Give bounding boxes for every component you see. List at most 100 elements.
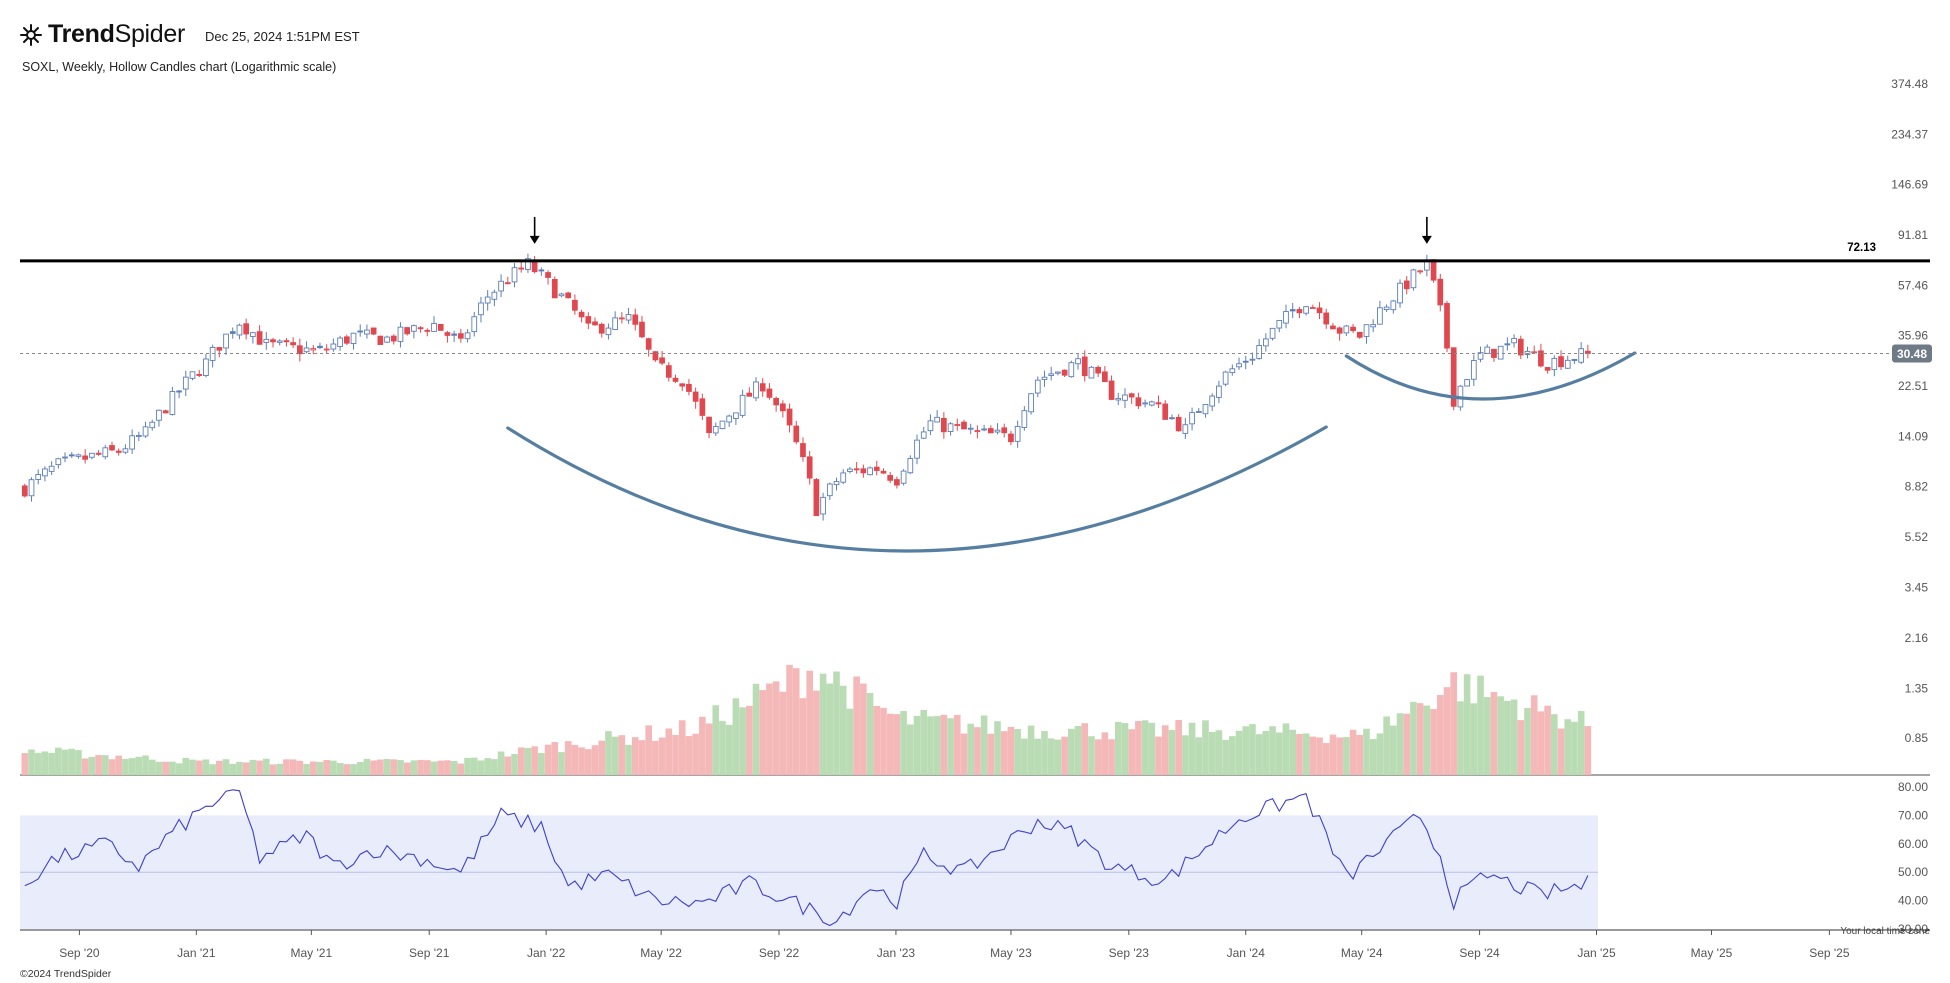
candle-body	[1524, 350, 1531, 355]
volume-bar	[860, 683, 867, 775]
candle-body	[860, 468, 867, 474]
candle-body	[484, 296, 491, 304]
candle-body	[726, 415, 733, 423]
x-axis-tick-label: May '23	[990, 946, 1032, 960]
volume-bar	[1047, 738, 1055, 775]
candle-body	[618, 317, 625, 320]
volume-bar	[873, 705, 881, 775]
volume-bar	[1517, 720, 1525, 775]
candle-body	[250, 332, 256, 337]
volume-bar	[377, 759, 384, 775]
candle-body	[1216, 385, 1222, 398]
candle-body	[833, 481, 840, 486]
candle-body	[1363, 324, 1370, 337]
candle-body	[1544, 367, 1551, 371]
candle-body	[1108, 380, 1115, 400]
x-axis-tick-label: Jan '23	[877, 946, 916, 960]
candle-body	[786, 408, 793, 426]
volume-bar	[1034, 738, 1042, 775]
volume-bar	[316, 761, 324, 775]
candle-body	[55, 458, 62, 466]
x-axis-tick-label: Jan '24	[1227, 946, 1266, 960]
candle-body	[1390, 300, 1397, 311]
candle-body	[1309, 307, 1316, 310]
candle-body	[129, 435, 135, 450]
candle-body	[135, 434, 142, 437]
candle-body	[62, 456, 68, 459]
x-axis-tick-label: Sep '25	[1809, 946, 1850, 960]
candle-body	[1571, 359, 1578, 361]
candle-body	[1102, 371, 1108, 383]
volume-bar	[839, 685, 847, 775]
candle-body	[927, 420, 934, 432]
volume-bar	[705, 723, 713, 775]
volume-bar	[685, 736, 693, 775]
volume-bar	[1490, 692, 1498, 775]
candle-body	[766, 388, 773, 398]
candle-body	[739, 394, 746, 416]
candle-body	[1189, 412, 1195, 425]
volume-bar	[1363, 728, 1370, 775]
volume-bar	[283, 759, 290, 775]
volume-bar	[470, 757, 478, 775]
candle-body	[1430, 259, 1437, 281]
candle-body	[1135, 397, 1142, 407]
candle-body	[954, 424, 961, 426]
volume-bar	[571, 744, 579, 775]
volume-bar	[330, 760, 337, 775]
candle-body	[337, 337, 343, 348]
candle-body	[162, 410, 169, 414]
candle-body	[1330, 325, 1336, 330]
volume-bar	[1135, 720, 1142, 775]
rsi-panel	[20, 789, 1930, 931]
volume-bar	[229, 763, 237, 775]
volume-bar	[1188, 722, 1196, 775]
candle-body	[873, 466, 880, 471]
price-axis-tick-label: 8.82	[1905, 480, 1929, 494]
candle-body	[21, 485, 28, 497]
volume-bar	[169, 761, 176, 775]
candle-body	[1564, 359, 1571, 369]
volume-bar	[947, 718, 954, 775]
trendspider-logo: TrendSpider	[18, 20, 185, 49]
volume-bar	[1524, 707, 1531, 775]
volume-bar	[1061, 736, 1068, 775]
candle-body	[914, 439, 920, 459]
candle-body	[417, 327, 424, 330]
candle-body	[1269, 327, 1276, 339]
volume-bar	[1356, 734, 1364, 775]
candle-body	[981, 428, 987, 431]
volume-bar	[819, 673, 827, 775]
candle-body	[1081, 356, 1088, 377]
candle-body	[404, 327, 411, 335]
candle-body	[1155, 402, 1162, 405]
price-axis-tick-label: 14.09	[1898, 429, 1928, 443]
candle-body	[941, 417, 947, 433]
volume-bar	[269, 764, 277, 775]
volume-bar	[792, 668, 800, 775]
candle-body	[1289, 309, 1296, 312]
volume-bar	[256, 760, 263, 775]
price-panel	[21, 253, 1591, 521]
volume-bar	[363, 758, 371, 775]
candle-body	[444, 332, 451, 336]
volume-bar	[625, 744, 632, 775]
volume-bar	[1416, 703, 1424, 775]
volume-bar	[880, 707, 887, 775]
candle-body	[525, 258, 531, 271]
volume-bar	[913, 715, 921, 775]
price-axis-tick-label: 1.35	[1905, 681, 1929, 695]
candle-body	[1088, 366, 1095, 379]
candle-body	[82, 455, 89, 460]
volume-bar	[155, 761, 163, 775]
price-axis-tick-label: 0.85	[1905, 731, 1929, 745]
chart-timestamp: Dec 25, 2024 1:51PM EST	[205, 29, 360, 44]
x-axis-tick-label: May '21	[291, 946, 333, 960]
volume-bar	[128, 758, 136, 775]
candle-body	[645, 338, 652, 350]
candle-body	[907, 458, 914, 474]
candle-body	[390, 335, 397, 342]
price-axis-tick-label: 3.45	[1905, 581, 1929, 595]
candle-body	[411, 325, 417, 332]
volume-bar	[1208, 731, 1216, 775]
